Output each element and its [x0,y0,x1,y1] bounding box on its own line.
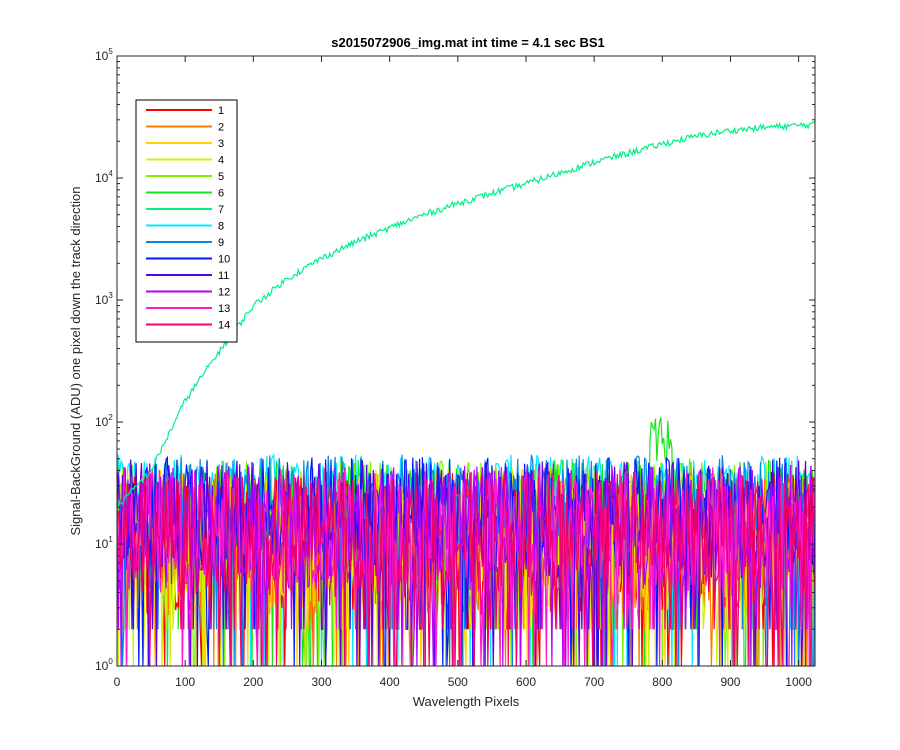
legend-label-14: 14 [218,320,230,332]
legend-label-13: 13 [218,303,230,315]
legend-box [135,99,238,343]
y-axis-label: Signal-BackGround (ADU) one pixel down t… [68,186,83,535]
x-axis-label: Wavelength Pixels [413,694,520,709]
legend-label-12: 12 [218,287,230,299]
y-tick-label: 102 [95,413,113,429]
legend-label-3: 3 [218,138,224,150]
legend-label-8: 8 [218,221,224,233]
x-tick-label: 500 [448,675,468,689]
legend-label-5: 5 [218,171,224,183]
legend-label-1: 1 [218,105,224,117]
x-tick-label: 400 [380,675,400,689]
y-tick-label: 103 [95,291,113,307]
legend-label-4: 4 [218,155,224,167]
y-tick-label: 104 [95,169,113,185]
x-tick-label: 1000 [785,675,812,689]
legend-label-9: 9 [218,237,224,249]
x-tick-label: 700 [584,675,604,689]
legend-label-2: 2 [218,122,224,134]
x-tick-label: 800 [652,675,672,689]
legend-label-6: 6 [218,188,224,200]
y-tick-label: 101 [95,535,113,551]
y-tick-label: 105 [95,47,113,63]
x-tick-label: 0 [114,675,121,689]
x-tick-label: 100 [175,675,195,689]
legend-label-10: 10 [218,254,230,266]
x-tick-label: 600 [516,675,536,689]
chart-title: s2015072906_img.mat int time = 4.1 sec B… [331,35,605,50]
plot-frame [116,55,816,667]
axes: 0 100 200 300 400 500 600 700 800 900 100010010110… [95,47,815,689]
x-tick-label: 900 [720,675,740,689]
x-tick-label: 200 [243,675,263,689]
legend-label-7: 7 [218,204,224,216]
series-14-line [116,470,816,667]
x-tick-label: 300 [311,675,331,689]
legend-label-11: 11 [218,270,229,282]
y-tick-label: 100 [95,657,113,673]
